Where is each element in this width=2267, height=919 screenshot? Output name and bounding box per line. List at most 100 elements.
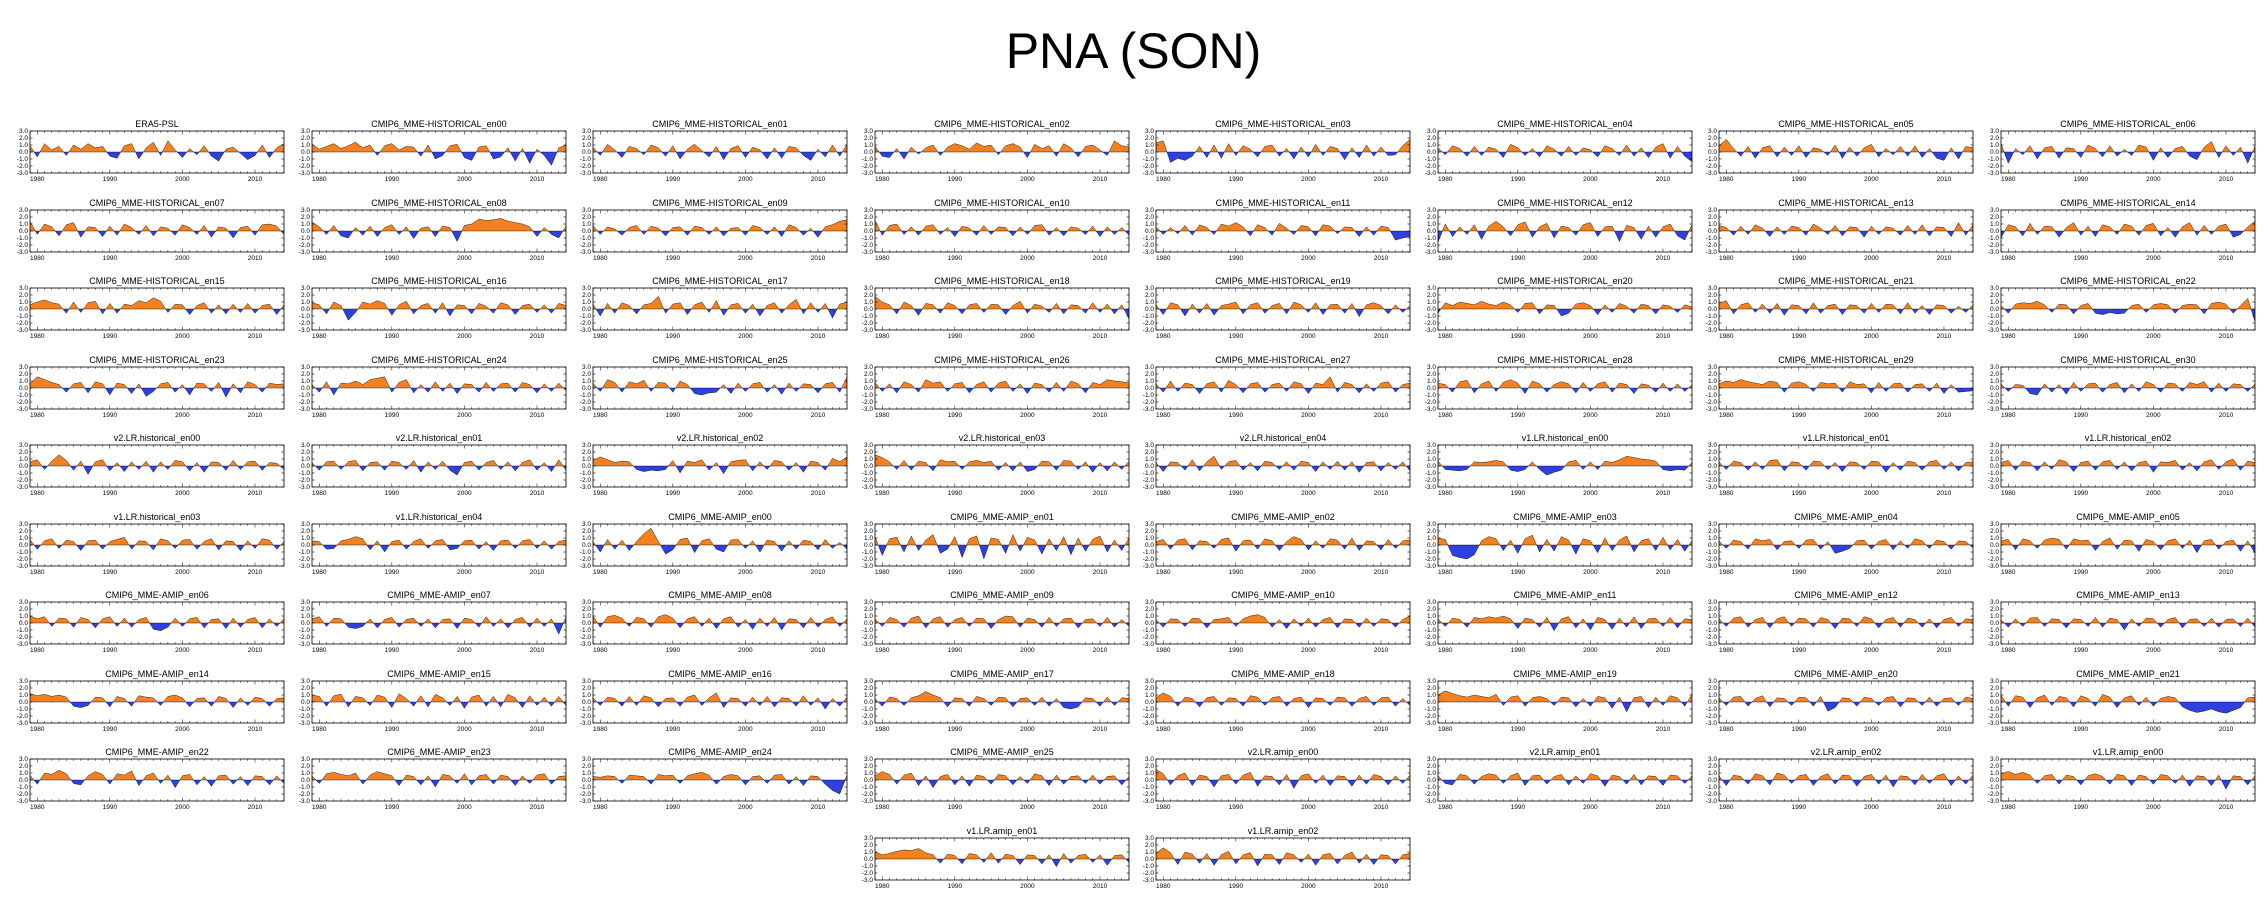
y-tick-label: 1.0 <box>1426 535 1435 542</box>
y-tick-label: 3.0 <box>19 442 28 449</box>
y-tick-label: -2.0 <box>17 242 29 249</box>
negative-area <box>322 230 563 241</box>
y-tick-label: -2.0 <box>580 163 592 170</box>
negative-area <box>2011 466 2244 473</box>
x-tick-label: 1990 <box>1229 176 1244 183</box>
series-line <box>592 296 848 319</box>
negative-area <box>34 152 274 162</box>
series-line <box>1718 459 1974 473</box>
y-tick-label: 0.0 <box>19 385 28 392</box>
panel-plot: CMIP6_MME-AMIP_en02 3.02.01.00.0-1.0-2.0-… <box>1143 512 1411 576</box>
y-tick-label: -3.0 <box>580 406 592 413</box>
positive-area <box>30 536 284 545</box>
x-tick-label: 2000 <box>457 176 472 183</box>
x-tick-label: 2000 <box>1864 176 1879 183</box>
y-tick-label: 2.0 <box>300 214 309 221</box>
panel-plot: CMIP6_MME-HISTORICAL_en02 3.02.01.00.0-1.… <box>861 119 1129 183</box>
y-tick-label: 0.0 <box>1708 542 1717 549</box>
panel-plot: CMIP6_MME-HISTORICAL_en22 3.02.01.00.0-1.… <box>1987 276 2255 340</box>
y-tick-label: -2.0 <box>17 320 29 327</box>
y-tick-label: 0.0 <box>1708 306 1717 313</box>
positive-area <box>30 297 284 309</box>
series-line <box>1718 300 1974 316</box>
y-tick-label: -2.0 <box>1987 242 1999 249</box>
y-tick-label: 0.0 <box>1145 542 1154 549</box>
panel-plot: v2.LR.historical_en03 3.02.01.00.0-1.0-2.… <box>861 433 1129 497</box>
panel-v2.LR.historical_en00: v2.LR.historical_en00 3.0 2.0 1.0 0.0 -1.0 -2.… <box>17 431 299 509</box>
panel-title: CMIP6_MME-AMIP_en02 <box>1231 512 1335 522</box>
y-tick-label: 0.0 <box>1426 306 1435 313</box>
y-tick-label: 2.0 <box>1989 135 1998 142</box>
x-tick-label: 2000 <box>738 255 753 262</box>
negative-area <box>374 152 557 166</box>
x-tick-label: 1980 <box>593 255 608 262</box>
y-tick-label: 1.0 <box>1145 378 1154 385</box>
y-tick-label: 0.0 <box>863 228 872 235</box>
y-tick-label: -1.0 <box>298 470 310 477</box>
negative-area <box>1447 544 1689 559</box>
y-tick-label: 3.0 <box>1426 521 1435 528</box>
x-tick-label: 2000 <box>1583 490 1598 497</box>
y-tick-label: 3.0 <box>300 364 309 371</box>
y-tick-label: 1.0 <box>1145 535 1154 542</box>
x-tick-label: 2010 <box>529 412 544 419</box>
series-line <box>2000 537 2255 553</box>
negative-area <box>62 309 281 315</box>
x-tick-label: 1990 <box>2073 490 2088 497</box>
x-tick-label: 1980 <box>1438 412 1453 419</box>
positive-area <box>1437 534 1692 545</box>
y-tick-label: 1.0 <box>300 378 309 385</box>
positive-area <box>2000 141 2255 152</box>
y-tick-label: 0.0 <box>1989 542 1998 549</box>
x-tick-label: 2000 <box>1301 176 1316 183</box>
y-tick-label: 1.0 <box>1145 456 1154 463</box>
y-tick-label: 2.0 <box>1708 135 1717 142</box>
y-tick-label: -1.0 <box>1424 235 1436 242</box>
y-tick-label: 2.0 <box>1989 292 1998 299</box>
x-tick-label: 1980 <box>1719 333 1734 340</box>
x-tick-label: 2000 <box>738 176 753 183</box>
y-tick-label: -3.0 <box>1143 406 1155 413</box>
negative-area <box>1781 387 1973 394</box>
y-tick-label: 0.0 <box>863 463 872 470</box>
y-tick-label: 3.0 <box>300 285 309 292</box>
y-tick-label: -3.0 <box>1987 406 1999 413</box>
y-tick-label: 2.0 <box>1145 292 1154 299</box>
panel-CMIP6_MME-HISTORICAL_en16: CMIP6_MME-HISTORICAL_en16 3.0 2.0 1.0 0.0 -1.… <box>298 274 581 352</box>
panel-plot: CMIP6_MME-HISTORICAL_en10 3.02.01.00.0-1.… <box>861 198 1129 262</box>
y-tick-label: 0.0 <box>863 542 872 549</box>
y-tick-label: 1.0 <box>1145 221 1154 228</box>
y-tick-label: 0.0 <box>582 542 591 549</box>
x-tick-label: 1980 <box>875 490 890 497</box>
series-line <box>311 141 566 166</box>
y-tick-label: 3.0 <box>1426 442 1435 449</box>
panel-title: CMIP6_MME-HISTORICAL_en05 <box>1778 119 1913 129</box>
series-line <box>874 378 1129 394</box>
x-tick-label: 1980 <box>593 333 608 340</box>
y-tick-label: -1.0 <box>1987 313 1999 320</box>
x-tick-label: 1990 <box>103 333 118 340</box>
negative-area <box>1722 544 1973 553</box>
y-tick-label: -2.0 <box>580 320 592 327</box>
x-tick-label: 2000 <box>1864 255 1879 262</box>
panel-plot: CMIP6_MME-HISTORICAL_en28 3.02.01.00.0-1.… <box>1424 355 1692 419</box>
y-tick-label: 3.0 <box>1708 207 1717 214</box>
positive-area <box>2000 298 2251 309</box>
panel-plot: v2.LR.historical_en04 3.02.01.00.0-1.0-2.… <box>1143 433 1411 497</box>
positive-area <box>1440 301 1692 309</box>
panel-plot: v1.LR.historical_en00 3.02.01.00.0-1.0-2.… <box>1424 433 1692 497</box>
x-tick-label: 2010 <box>811 333 826 340</box>
negative-area <box>1736 152 1963 161</box>
y-tick-label: 1.0 <box>582 299 591 306</box>
panel-plot: CMIP6_MME-HISTORICAL_en19 3.02.01.00.0-1.… <box>1143 276 1411 340</box>
y-tick-label: 2.0 <box>582 528 591 535</box>
panel-v2.LR.historical_en04: v2.LR.historical_en04 3.0 2.0 1.0 0.0 -1.0 -2.… <box>1143 431 1425 509</box>
y-tick-label: -3.0 <box>1424 327 1436 334</box>
panel-CMIP6_MME-HISTORICAL_en17: CMIP6_MME-HISTORICAL_en17 3.0 2.0 1.0 0.0 -1.… <box>580 274 862 352</box>
y-tick-label: 3.0 <box>300 521 309 528</box>
x-tick-label: 2010 <box>2218 255 2233 262</box>
y-tick-label: -1.0 <box>298 156 310 163</box>
y-tick-label: -1.0 <box>298 235 310 242</box>
y-tick-label: 2.0 <box>582 371 591 378</box>
x-tick-label: 1980 <box>1438 490 1453 497</box>
